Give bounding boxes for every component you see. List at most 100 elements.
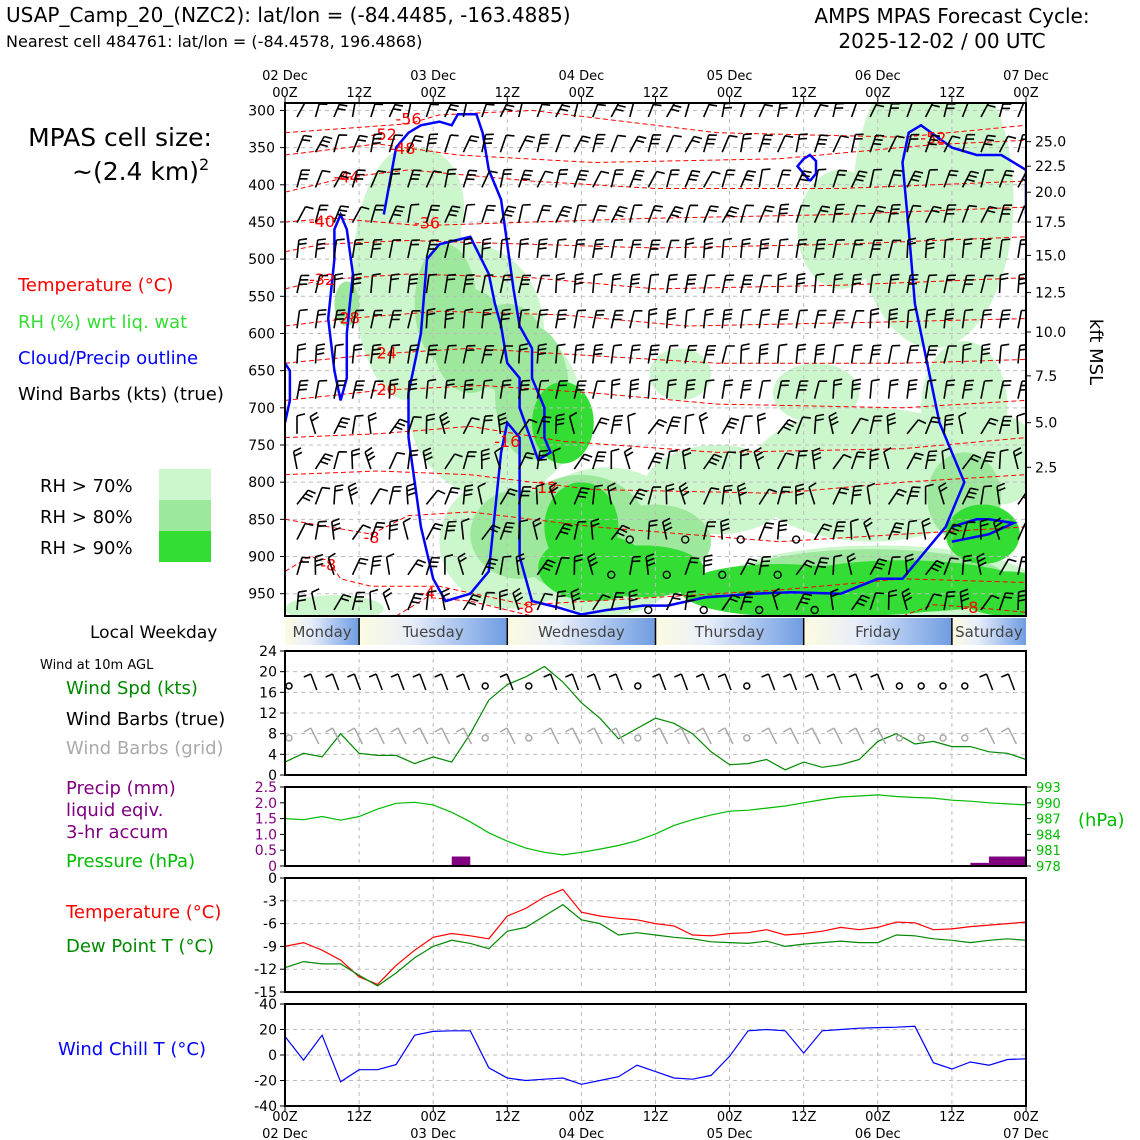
wind-barb xyxy=(721,274,735,294)
wind-barb xyxy=(407,310,421,329)
wind-barb xyxy=(499,308,511,329)
surface-barb xyxy=(565,673,580,691)
wind-barb xyxy=(532,517,542,540)
calm-circle xyxy=(718,570,727,579)
wind-barb xyxy=(444,273,456,294)
wind-barb xyxy=(924,450,938,470)
wind-barb xyxy=(555,238,567,259)
wind-barb xyxy=(518,379,531,399)
wind-barb xyxy=(388,168,401,188)
wind-barb xyxy=(370,273,381,294)
wind-barb xyxy=(666,103,684,118)
pressure-tick-label: 900 xyxy=(248,550,275,566)
wind-barb xyxy=(829,588,840,611)
wind-barb xyxy=(883,447,892,470)
wind-barb xyxy=(828,411,839,435)
wind-barb xyxy=(481,204,496,223)
wind-barb xyxy=(887,378,899,399)
wind-barb xyxy=(702,205,719,223)
wind-barb xyxy=(776,486,791,505)
wind-barb xyxy=(1017,171,1026,188)
wind10m-label: Wind at 10m AGL xyxy=(40,658,154,673)
pressure-tick-label: 981 xyxy=(1036,844,1061,859)
calm-circle xyxy=(634,682,642,690)
wind-barb xyxy=(850,484,863,505)
wind-barb xyxy=(296,379,309,399)
wind-barb xyxy=(721,206,740,223)
wind-barb xyxy=(425,273,438,294)
wind-barb xyxy=(678,482,690,505)
wind-barb xyxy=(811,447,822,470)
isotherm xyxy=(285,169,1026,193)
calm-circle xyxy=(810,605,819,615)
wind-spd-label: Wind Spd (kts) xyxy=(66,678,198,699)
wind-barb xyxy=(364,446,376,470)
rh-shade xyxy=(649,348,712,401)
pressure-tick-label: 600 xyxy=(248,326,275,342)
wind-barb xyxy=(1017,238,1026,259)
wind-barb xyxy=(813,205,831,223)
wind-barb xyxy=(610,134,626,153)
wind-barb xyxy=(388,378,399,399)
wind-barb xyxy=(943,169,959,188)
wind-barb xyxy=(758,379,771,399)
calm-circle xyxy=(625,535,634,544)
wind-barb xyxy=(555,168,569,188)
legend-rh70-swatch xyxy=(159,469,211,500)
weekday-name: Wednesday xyxy=(538,623,625,641)
surface-barb xyxy=(826,673,841,691)
wind-barb xyxy=(555,103,572,118)
bottom-date-label: 05 Dec xyxy=(707,1127,753,1140)
isotherm xyxy=(285,470,1026,494)
wind-barb xyxy=(536,559,556,576)
wind-barb xyxy=(906,486,921,505)
wind-barb xyxy=(924,134,940,153)
wind-barb xyxy=(1017,522,1026,540)
wind-barb xyxy=(961,379,974,399)
cross-section-panel: -56-52 -52-48-44-40 -36-32-28-24-20-16-12-… xyxy=(248,102,1066,617)
wind-barb xyxy=(684,237,695,258)
wind-barb xyxy=(555,523,573,540)
surface-barb-grid xyxy=(347,727,364,745)
wind-barb xyxy=(943,523,962,541)
surface-barb-grid xyxy=(499,727,516,745)
y-tick-label: 0 xyxy=(268,871,277,887)
wind-barb xyxy=(702,487,720,505)
wind-barb xyxy=(869,307,880,329)
wind-barb xyxy=(629,310,643,329)
pressure-tick-label: 500 xyxy=(248,252,275,268)
wind-barb xyxy=(924,205,942,223)
wind-barb xyxy=(647,519,658,540)
calm-circle xyxy=(754,605,764,615)
wind-barb xyxy=(592,343,604,364)
wind-barb xyxy=(756,412,767,434)
wind-barb xyxy=(499,379,512,399)
isotherm-label: -8 xyxy=(962,598,978,617)
wind-barb xyxy=(776,452,795,470)
wind-barb xyxy=(943,345,957,364)
wind-barb xyxy=(832,344,844,364)
wind-barb xyxy=(684,344,698,364)
wind-barb xyxy=(333,134,348,153)
wind-barb xyxy=(647,307,658,329)
wind-barb xyxy=(592,309,605,329)
calm-circle-grid xyxy=(917,734,925,742)
wind-barb xyxy=(739,238,751,258)
pressure-tick-label: 750 xyxy=(248,438,275,454)
wind-barb xyxy=(1017,589,1026,611)
wind-barb xyxy=(370,488,389,505)
wind-barb xyxy=(296,343,307,364)
wind-barb xyxy=(980,343,991,364)
wind-barb xyxy=(425,204,440,223)
wind-barb xyxy=(314,204,329,223)
wind-barb xyxy=(832,554,843,575)
wind-barb xyxy=(498,588,509,611)
wind-barb xyxy=(943,274,957,294)
wind-barb xyxy=(665,273,678,294)
wind-barb xyxy=(665,205,684,223)
calm-circle xyxy=(917,682,925,690)
surface-barb-grid xyxy=(695,727,712,745)
wind-barb xyxy=(906,170,924,188)
calm-circle xyxy=(285,682,293,690)
top-date-label: 05 Dec xyxy=(707,69,753,84)
